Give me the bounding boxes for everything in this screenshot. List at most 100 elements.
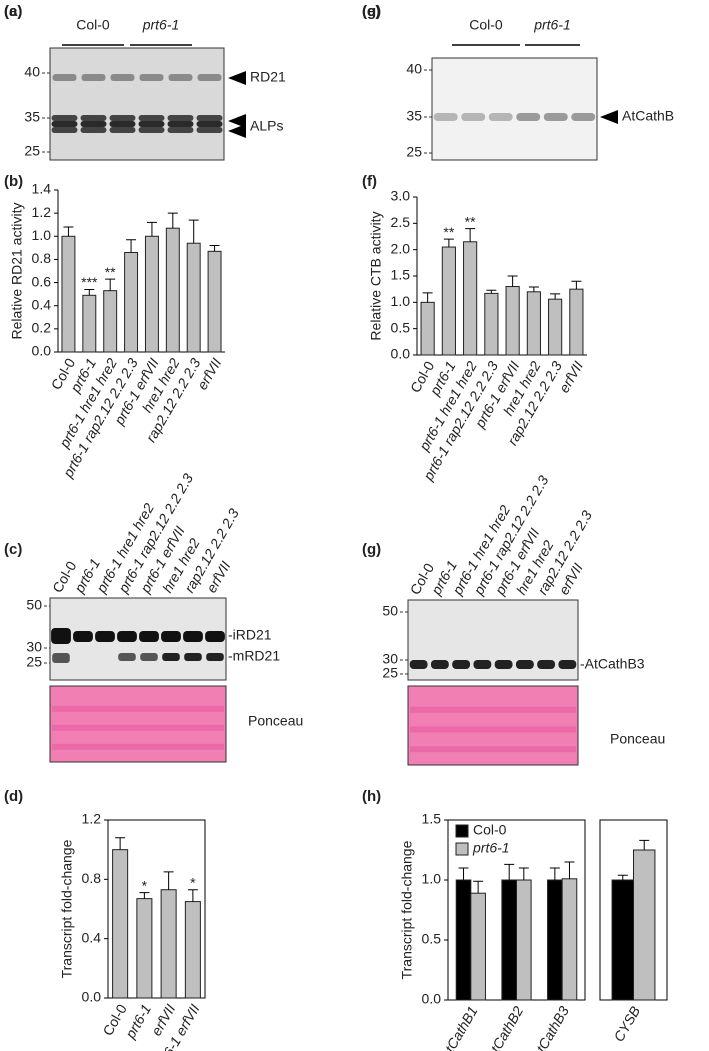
band <box>95 631 115 642</box>
bar <box>548 298 563 356</box>
bar <box>420 301 435 356</box>
band <box>537 660 556 669</box>
ponceau <box>49 685 227 763</box>
x-tick-label: AtCathB3 <box>528 1003 572 1051</box>
legend-swatch <box>455 842 469 856</box>
band <box>162 653 180 661</box>
arrowhead <box>228 71 246 85</box>
marker-label: 25 <box>26 654 42 670</box>
error-bar <box>443 238 454 248</box>
bar <box>463 241 478 356</box>
bar <box>61 235 76 353</box>
band <box>51 115 78 121</box>
bar <box>186 242 201 353</box>
bar <box>569 288 584 356</box>
legend-label: prt6-1 <box>472 840 510 856</box>
band <box>461 113 486 121</box>
error-bar <box>465 228 476 242</box>
band-label: -iRD21 <box>228 627 272 643</box>
error-bar <box>422 292 433 303</box>
ponceau <box>407 685 579 766</box>
group-label: prt6-1 <box>533 17 571 33</box>
panel-label: (g) <box>362 541 381 558</box>
y-tick-label: 0.8 <box>82 870 102 886</box>
bar <box>112 849 129 999</box>
bar <box>611 879 634 1001</box>
error-bar <box>504 863 515 880</box>
band <box>52 653 70 663</box>
ponceau-band <box>410 746 576 753</box>
marker-label: 40 <box>24 64 40 80</box>
marker-label: 25 <box>406 144 422 160</box>
group-label: Col-0 <box>469 17 503 33</box>
band <box>409 660 428 669</box>
bar <box>470 892 486 1001</box>
bar <box>441 246 456 356</box>
panel-label: (c) <box>4 541 22 558</box>
ponceau-band <box>52 705 224 712</box>
bar <box>455 879 472 1001</box>
bar <box>165 227 180 353</box>
legend-swatch <box>455 824 469 838</box>
band <box>196 127 223 133</box>
bar <box>547 879 563 1001</box>
y-tick-label: 1.2 <box>32 204 52 220</box>
band-label: -mRD21 <box>228 648 280 664</box>
marker-label: 30 <box>382 651 398 667</box>
arrowhead <box>600 110 618 124</box>
panel-label: (d) <box>4 788 23 805</box>
y-tick-label: 0.0 <box>391 346 411 362</box>
error-bar <box>564 861 575 879</box>
error-bar <box>139 892 150 899</box>
blot <box>431 57 598 161</box>
band <box>558 660 577 669</box>
band <box>196 115 223 121</box>
band <box>488 113 513 121</box>
x-tick-label: CYSB <box>610 1003 643 1044</box>
bar <box>501 879 517 1001</box>
band <box>138 121 165 127</box>
error-bar <box>528 286 539 292</box>
bar <box>160 889 177 999</box>
band <box>161 631 181 642</box>
y-tick-label: 0.4 <box>32 296 52 312</box>
marker-label: 25 <box>382 665 398 681</box>
panel-label: (e) <box>362 3 380 20</box>
marker-label: 30 <box>26 639 42 655</box>
y-tick-label: 0.5 <box>391 319 411 335</box>
y-tick-label: 0.0 <box>32 343 52 359</box>
arrowhead <box>228 124 246 138</box>
error-bar <box>163 871 174 890</box>
y-tick-label: 0.6 <box>32 273 52 289</box>
ponceau-band <box>52 724 224 731</box>
error-bar <box>126 239 137 253</box>
panel-label: (a) <box>4 3 22 20</box>
band <box>138 115 165 121</box>
y-tick-label: 0.2 <box>32 320 52 336</box>
band <box>80 127 107 133</box>
y-tick-label: 1.0 <box>391 293 411 309</box>
bar <box>184 901 201 999</box>
y-axis-label: Relative RD21 activity <box>9 203 25 340</box>
band-label: RD21 <box>250 69 286 85</box>
error-bar <box>188 219 199 244</box>
band <box>183 631 203 642</box>
band <box>494 660 513 669</box>
legend-label: Col-0 <box>473 822 507 838</box>
band <box>110 74 135 81</box>
x-tick-label: AtCathB1 <box>436 1003 480 1051</box>
significance: *** <box>81 274 98 290</box>
error-bar <box>187 889 198 902</box>
bar <box>207 250 222 353</box>
y-tick-label: 3.0 <box>391 188 411 204</box>
error-bar <box>209 245 220 252</box>
y-axis-label: Transcript fold-change <box>59 839 75 978</box>
stain-label: Ponceau <box>248 713 303 729</box>
band-label: ALPs <box>250 118 283 134</box>
y-tick-label: 2.5 <box>391 214 411 230</box>
error-bar <box>550 293 561 300</box>
y-tick-label: 1.0 <box>32 227 52 243</box>
error-bar <box>167 212 178 229</box>
band <box>109 127 136 133</box>
